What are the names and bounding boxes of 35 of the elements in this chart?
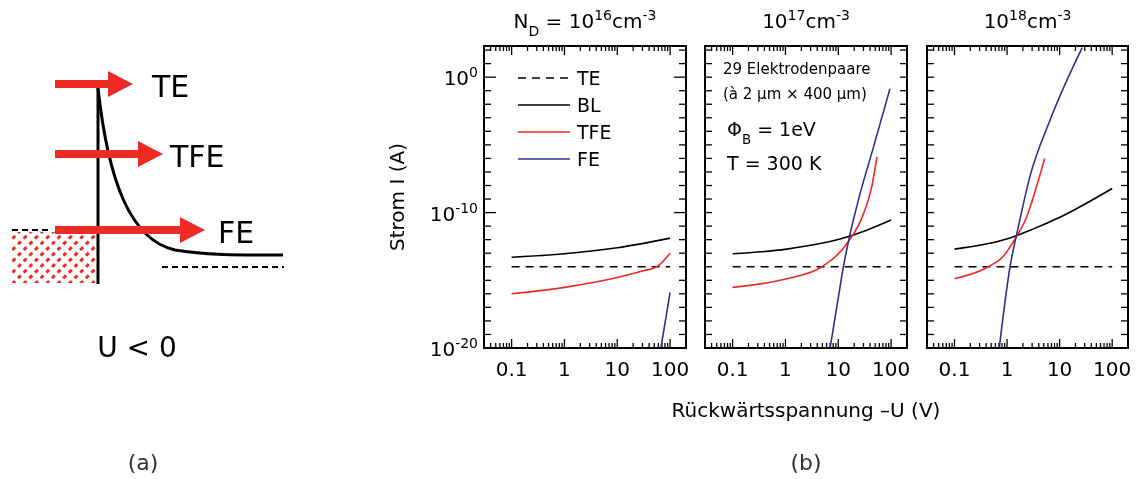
annotation: (à 2 µm × 400 µm) bbox=[723, 85, 867, 103]
legend-label: TE bbox=[576, 67, 601, 89]
text: U < 0 bbox=[97, 331, 177, 364]
x-tick-label: 100 bbox=[872, 357, 911, 381]
annotation: 29 Elektrodenpaare bbox=[723, 60, 871, 78]
x-tick-label: 0.1 bbox=[495, 357, 528, 381]
annotation: T = 300 K bbox=[726, 152, 822, 174]
legend-label: TFE bbox=[576, 121, 612, 143]
x-tick-label: 10 bbox=[604, 357, 630, 381]
chart-title: 10$^{18}$cm$^{-3}$ bbox=[983, 7, 1072, 33]
text: (a) bbox=[127, 450, 159, 475]
x-tick-label: 0.1 bbox=[938, 357, 971, 381]
x-tick-label: 1 bbox=[558, 357, 571, 381]
y-tick-label: 10$^{0}$ bbox=[443, 64, 478, 91]
x-axis-title: Rückwärtsspannung –U (V) bbox=[671, 398, 941, 422]
annotation: Φ$_{B}$ = 1eV bbox=[727, 118, 816, 147]
text: FE bbox=[218, 215, 255, 250]
legend-label: BL bbox=[577, 94, 602, 116]
x-tick-label: 1 bbox=[779, 357, 792, 381]
x-tick-label: 100 bbox=[1093, 357, 1132, 381]
chart-title: N$_{D}$ = 10$^{16}$cm$^{-3}$ bbox=[513, 7, 657, 39]
x-tick-label: 10 bbox=[825, 357, 851, 381]
y-tick-label: 10$^{-20}$ bbox=[429, 335, 478, 361]
text: TFE bbox=[169, 139, 225, 174]
y-axis-title: Strom I (A) bbox=[385, 143, 409, 251]
x-tick-label: 10 bbox=[1046, 357, 1073, 381]
legend-label: FE bbox=[577, 148, 600, 170]
line-series bbox=[510, 237, 671, 259]
y-tick-label: 10$^{-10}$ bbox=[429, 199, 478, 226]
chart-title: 10$^{17}$cm$^{-3}$ bbox=[762, 7, 850, 33]
x-tick-label: 0.1 bbox=[716, 357, 749, 381]
text: (b) bbox=[790, 450, 822, 475]
x-tick-label: 1 bbox=[1000, 357, 1014, 381]
x-tick-label: 100 bbox=[651, 357, 690, 381]
text: TE bbox=[151, 69, 190, 104]
